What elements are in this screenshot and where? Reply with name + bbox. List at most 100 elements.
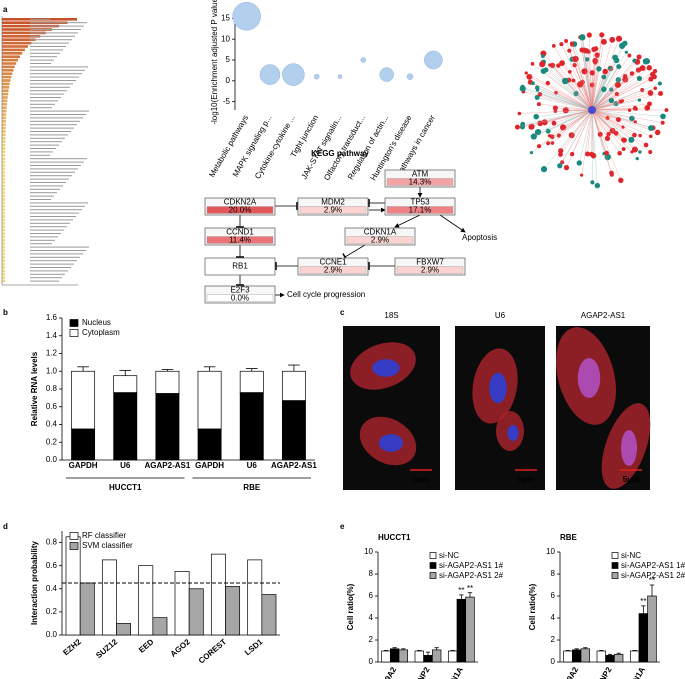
x-tick-label: SLC29A2 (373, 665, 399, 679)
legend-label: si-AGAP2-AS1 1# (621, 561, 685, 570)
legend-swatch (69, 532, 79, 540)
x-tick-label: U6 (247, 461, 258, 470)
network-edge (591, 39, 613, 111)
network-node (647, 90, 654, 96)
bar (613, 653, 624, 663)
network-node (514, 124, 520, 130)
x-tick-label: CDKN1A (440, 665, 465, 679)
pathway-node-pct: 14.3% (409, 178, 432, 187)
network-node (643, 142, 649, 148)
network-node (649, 134, 653, 139)
ranking-text (30, 63, 51, 64)
y-tick-label: 8 (369, 569, 374, 578)
network-edge (565, 80, 593, 111)
network-node (638, 133, 642, 138)
ranking-text (30, 141, 62, 143)
network-edge (552, 109, 593, 144)
ranking-bar (2, 106, 7, 109)
scale-label: 5μm (623, 475, 639, 484)
network-node (621, 147, 626, 151)
network-node (593, 46, 599, 52)
y-tick-label: 6 (551, 591, 556, 600)
network-edge (571, 109, 593, 155)
ranking-text (30, 199, 51, 200)
network-node (535, 88, 540, 92)
network-node (529, 151, 534, 155)
bar (431, 649, 442, 663)
network-node (664, 108, 669, 112)
ranking-text (30, 35, 75, 37)
x-tick-label: GAPDH (195, 461, 224, 470)
network-node (646, 65, 652, 71)
network-node (568, 69, 572, 74)
ranking-bar (2, 120, 6, 123)
nucleus (507, 425, 519, 441)
ranking-bar (2, 96, 8, 99)
network-node (632, 58, 637, 63)
network-node (567, 48, 572, 53)
ranking-bar (2, 242, 6, 245)
legend-swatch (429, 562, 437, 569)
x-tick-label: ADNP2 (410, 665, 432, 679)
pathway-node-name: E2F3 (230, 286, 250, 295)
ranking-bar (2, 109, 7, 113)
bar (79, 582, 95, 636)
ranking-bar (2, 167, 6, 171)
network-node (648, 76, 654, 82)
network-node (545, 128, 551, 134)
ranking-bar (2, 31, 46, 35)
ranking-text (30, 229, 64, 231)
legend-label: si-NC (621, 551, 641, 560)
network-edge (591, 93, 661, 111)
y-tick-label: 0.8 (46, 538, 58, 547)
network-edge (553, 109, 593, 124)
ranking-bar (2, 225, 6, 228)
ranking-bar (2, 52, 23, 55)
y-tick-label: 0.4 (46, 584, 58, 593)
ranking-bar (2, 48, 25, 52)
network-edge (591, 109, 636, 122)
network-edge (559, 109, 593, 166)
network-edge (588, 51, 593, 111)
network-node (660, 113, 666, 120)
ranking-text (30, 144, 59, 146)
network-edge (586, 50, 593, 111)
network-node (636, 75, 643, 82)
ranking-text (30, 158, 87, 160)
pathway-node (204, 257, 276, 276)
network-node (627, 108, 632, 112)
bar (465, 596, 475, 663)
network-node (629, 71, 635, 76)
bar (596, 650, 607, 663)
legend-swatch (429, 572, 437, 579)
ranking-text (30, 25, 84, 27)
bar (563, 650, 573, 663)
x-axis-label: KEGG pathway (311, 149, 369, 158)
ranking-bar (2, 222, 6, 225)
legend-swatch (611, 572, 619, 579)
ranking-text (30, 39, 72, 41)
pathway-node-name: RB1 (232, 262, 248, 271)
network-node (632, 132, 637, 138)
ranking-bar (2, 160, 6, 164)
pathway-node-fill (386, 178, 454, 186)
network-node (557, 163, 563, 169)
x-tick-label: U6 (120, 461, 131, 470)
network-node (559, 60, 565, 66)
ranking-text (30, 107, 52, 109)
bubble (424, 50, 443, 70)
network-edge (591, 71, 606, 111)
network-node (602, 68, 608, 75)
y-tick-label: 1.0 (46, 366, 58, 375)
network-edge (543, 61, 593, 111)
network-edge (591, 69, 639, 111)
significance: ** (458, 586, 464, 595)
network-edge (591, 108, 636, 111)
bar (155, 393, 180, 461)
network-edge (569, 71, 593, 111)
ranking-bar (2, 266, 6, 269)
ranking-text (30, 127, 74, 129)
network-node (576, 160, 582, 166)
ranking-text (30, 134, 68, 136)
